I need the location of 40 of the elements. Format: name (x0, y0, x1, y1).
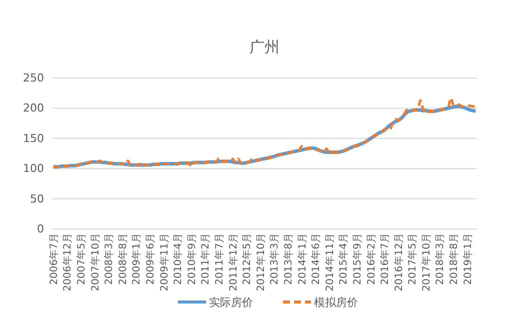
x-tick-label: 2017年10月 (420, 233, 432, 292)
legend-label: 实际房价 (209, 296, 253, 309)
chart-title: 广州 (250, 38, 280, 56)
y-tick-label: 100 (23, 162, 44, 176)
x-tick-label: 2013年3月 (268, 233, 281, 285)
x-tick-label: 2016年7月 (379, 233, 392, 285)
y-tick-label: 250 (23, 72, 44, 85)
x-tick-label: 2011年2月 (200, 233, 212, 285)
x-tick-label: 2014年11月 (324, 233, 336, 292)
x-tick-label: 2009年1月 (130, 233, 143, 285)
x-tick-label: 2008年3月 (103, 233, 116, 285)
x-tick-label: 2006年12月 (62, 233, 74, 292)
x-tick-label: 2014年1月 (296, 233, 308, 285)
x-tick-label: 2016年12月 (392, 233, 405, 292)
y-tick-label: 0 (37, 222, 44, 236)
x-tick-label: 2009年6月 (144, 233, 156, 285)
x-tick-label: 2013年8月 (282, 233, 294, 285)
x-tick-label: 2007年10月 (89, 233, 102, 292)
x-tick-label: 2018年3月 (434, 233, 446, 285)
x-tick-label: 2011年12月 (227, 233, 240, 292)
x-tick-label: 2016年2月 (365, 233, 378, 285)
y-tick-label: 150 (23, 132, 44, 145)
x-tick-label: 2011年7月 (213, 233, 226, 285)
x-tick-label: 2012年5月 (241, 233, 254, 285)
legend-label: 模拟房价 (314, 296, 358, 309)
y-tick-label: 200 (23, 102, 44, 115)
x-tick-label: 2018年8月 (448, 233, 460, 285)
y-tick-label: 50 (30, 192, 44, 206)
x-tick-label: 2012年10月 (254, 233, 267, 292)
x-tick-label: 2014年6月 (310, 233, 322, 285)
x-tick-label: 2017年5月 (406, 233, 419, 285)
x-tick-label: 2015年9月 (351, 233, 364, 285)
x-tick-label: 2007年5月 (75, 233, 88, 285)
x-tick-label: 2010年9月 (186, 233, 198, 285)
x-tick-label: 2006年7月 (48, 233, 60, 285)
x-tick-label: 2015年4月 (338, 233, 350, 285)
x-tick-label: 2009年11月 (158, 233, 170, 292)
x-tick-label: 2010年4月 (172, 233, 184, 285)
x-tick-label: 2019年1月 (462, 233, 474, 285)
x-tick-label: 2008年8月 (116, 233, 129, 285)
